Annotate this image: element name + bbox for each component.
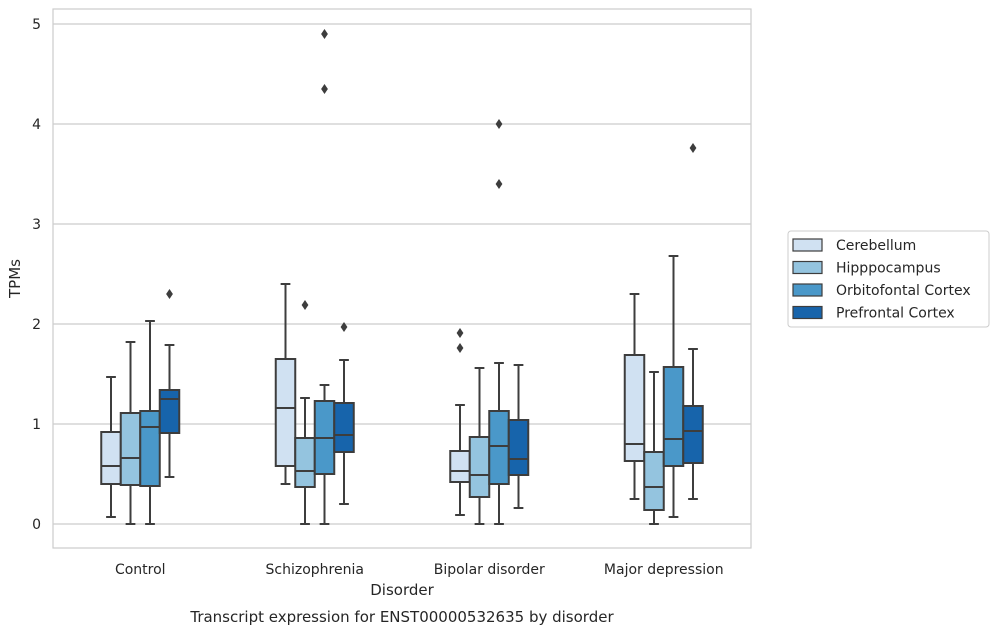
x-tick-label: Bipolar disorder bbox=[434, 562, 545, 578]
box-iqr bbox=[662, 366, 685, 467]
legend-frame bbox=[787, 230, 990, 328]
outlier-point bbox=[321, 29, 328, 39]
x-axis-title: Disorder bbox=[370, 581, 434, 599]
box-prefrontal-cortex bbox=[158, 289, 181, 478]
y-tick-label: 3 bbox=[32, 217, 41, 233]
y-axis-title: TPMs bbox=[6, 259, 24, 299]
outlier-point bbox=[689, 143, 697, 153]
y-tick-label: 5 bbox=[32, 17, 41, 33]
box-orbitofontal-cortex bbox=[662, 255, 685, 518]
box-hipppocampus bbox=[468, 367, 491, 525]
box-orbitofontal-cortex bbox=[313, 29, 336, 525]
box-orbitofontal-cortex bbox=[488, 119, 510, 525]
chart-caption: Transcript expression for ENST0000053263… bbox=[189, 608, 614, 626]
outlier-point bbox=[321, 84, 328, 94]
box-iqr bbox=[294, 437, 316, 488]
box-prefrontal-cortex bbox=[682, 143, 704, 500]
y-tick-label: 1 bbox=[32, 417, 41, 433]
legend-label: Cerebellum bbox=[836, 238, 916, 254]
box-iqr bbox=[507, 419, 530, 476]
box-iqr bbox=[274, 358, 297, 467]
y-tick-label: 2 bbox=[32, 317, 41, 333]
x-tick-labels: Control Schizophrenia Bipolar disorder Majo… bbox=[115, 562, 724, 578]
outlier-point bbox=[495, 179, 503, 189]
box-iqr bbox=[682, 405, 704, 464]
legend-swatch bbox=[792, 238, 823, 252]
x-tick-label: Control bbox=[115, 562, 166, 578]
box-cerebellum bbox=[623, 293, 646, 500]
outlier-point bbox=[340, 322, 348, 332]
legend-swatch bbox=[792, 305, 823, 320]
box-prefrontal-cortex bbox=[333, 322, 355, 505]
plot-frame bbox=[52, 8, 752, 549]
x-tick-label: Major depression bbox=[604, 562, 724, 578]
box-orbitofontal-cortex bbox=[139, 320, 161, 525]
y-tick-labels: 0 1 2 3 4 5 bbox=[32, 17, 41, 533]
box-prefrontal-cortex bbox=[507, 364, 530, 509]
box-hipppocampus bbox=[643, 371, 665, 525]
legend-label: Orbitofontal Cortex bbox=[836, 283, 971, 299]
y-tick-label: 0 bbox=[32, 517, 41, 533]
x-tick-label: Schizophrenia bbox=[266, 562, 364, 578]
outlier-point bbox=[166, 289, 173, 299]
box-iqr bbox=[468, 436, 491, 498]
box-iqr bbox=[623, 354, 646, 462]
legend-label: Hipppocampus bbox=[836, 261, 941, 277]
legend-swatch bbox=[792, 283, 823, 297]
box-cerebellum bbox=[449, 328, 471, 516]
box-hipppocampus bbox=[294, 300, 316, 525]
box-iqr bbox=[333, 402, 355, 453]
box-iqr bbox=[643, 451, 665, 511]
box-iqr bbox=[119, 412, 142, 486]
box-hipppocampus bbox=[119, 341, 142, 525]
box-iqr bbox=[100, 431, 122, 485]
box-iqr bbox=[139, 410, 161, 487]
y-tick-label: 4 bbox=[32, 117, 41, 133]
legend-swatch bbox=[792, 260, 823, 275]
outlier-point bbox=[456, 328, 464, 338]
legend: Cerebellum Hipppocampus Orbitofontal Corte… bbox=[787, 230, 990, 328]
box-cerebellum bbox=[100, 376, 122, 518]
box-iqr bbox=[488, 410, 510, 485]
legend-label: Prefrontal Cortex bbox=[836, 306, 955, 322]
outlier-point bbox=[495, 119, 503, 129]
outlier-point bbox=[301, 300, 309, 310]
box-iqr bbox=[449, 450, 471, 483]
outlier-point bbox=[456, 343, 464, 353]
boxes bbox=[100, 29, 704, 525]
box-iqr bbox=[158, 389, 181, 434]
box-cerebellum bbox=[274, 283, 297, 485]
